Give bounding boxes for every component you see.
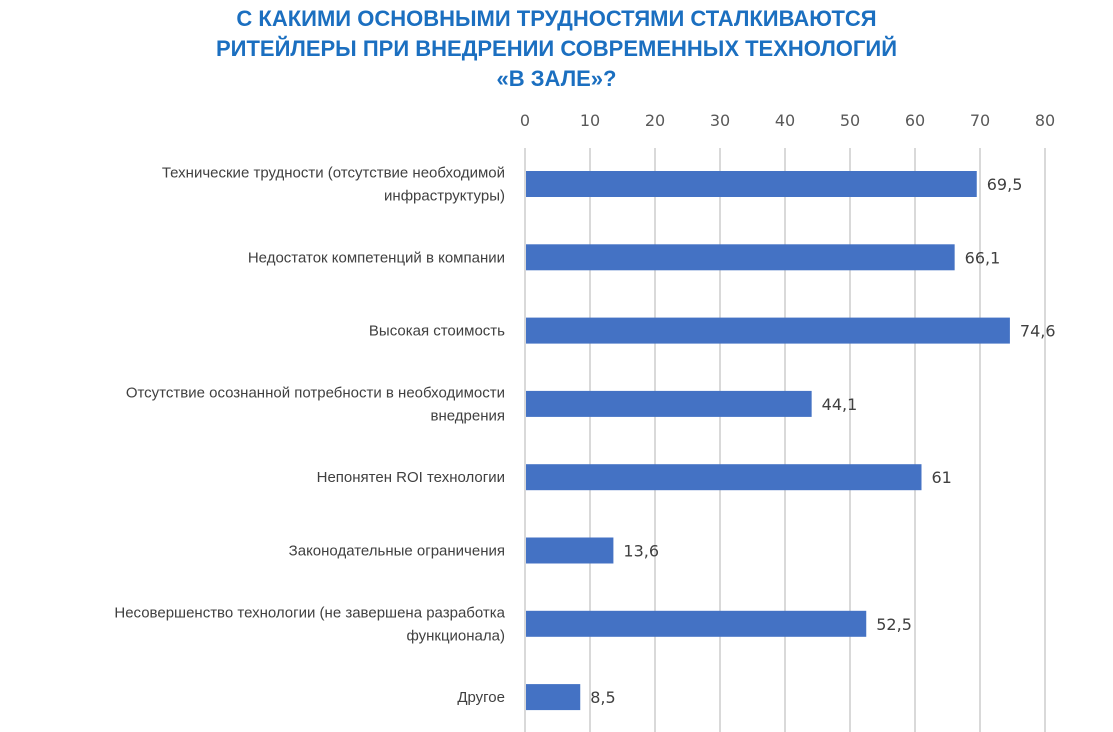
tick-label: 10 — [580, 111, 600, 130]
category-label: Несовершенство технологии (не завершена … — [114, 604, 505, 621]
data-label: 8,5 — [590, 688, 615, 707]
title-line: «В ЗАЛЕ»? — [496, 66, 617, 91]
bar — [526, 537, 614, 564]
data-label: 66,1 — [965, 248, 1001, 267]
category-label: функционала) — [406, 627, 505, 644]
category-label: Технические трудности (отсутствие необхо… — [162, 165, 505, 182]
data-label: 44,1 — [822, 395, 858, 414]
category-label: внедрения — [431, 407, 506, 424]
title-line: РИТЕЙЛЕРЫ ПРИ ВНЕДРЕНИИ СОВРЕМЕННЫХ ТЕХН… — [215, 36, 898, 61]
bar — [526, 684, 581, 711]
bar — [526, 317, 1010, 344]
tick-label: 20 — [645, 111, 665, 130]
bar — [526, 464, 922, 491]
bar — [526, 244, 955, 271]
tick-label: 60 — [905, 111, 925, 130]
bar — [526, 171, 977, 197]
bar — [526, 390, 812, 417]
title-line: С КАКИМИ ОСНОВНЫМИ ТРУДНОСТЯМИ СТАЛКИВАЮ… — [236, 6, 877, 31]
tick-label: 70 — [970, 111, 990, 130]
bar — [526, 610, 867, 637]
data-label: 69,5 — [987, 175, 1023, 194]
tick-label: 40 — [775, 111, 795, 130]
category-label: инфраструктуры) — [384, 188, 505, 205]
category-label: Непонятен ROI технологии — [317, 469, 505, 486]
data-label: 61 — [932, 468, 952, 487]
category-label: Высокая стоимость — [369, 323, 505, 340]
category-label: Другое — [457, 689, 505, 706]
category-label: Отсутствие осознанной потребности в необ… — [126, 384, 505, 401]
data-label: 13,6 — [623, 542, 659, 561]
category-label: Законодательные ограничения — [289, 543, 505, 560]
data-label: 74,6 — [1020, 322, 1056, 341]
tick-label: 80 — [1035, 111, 1055, 130]
data-label: 52,5 — [876, 615, 912, 634]
tick-label: 30 — [710, 111, 730, 130]
tick-label: 0 — [520, 111, 530, 130]
category-label: Недостаток компетенций в компании — [248, 249, 505, 266]
tick-label: 50 — [840, 111, 860, 130]
chart-title: С КАКИМИ ОСНОВНЫМИ ТРУДНОСТЯМИ СТАЛКИВАЮ… — [0, 4, 1113, 94]
